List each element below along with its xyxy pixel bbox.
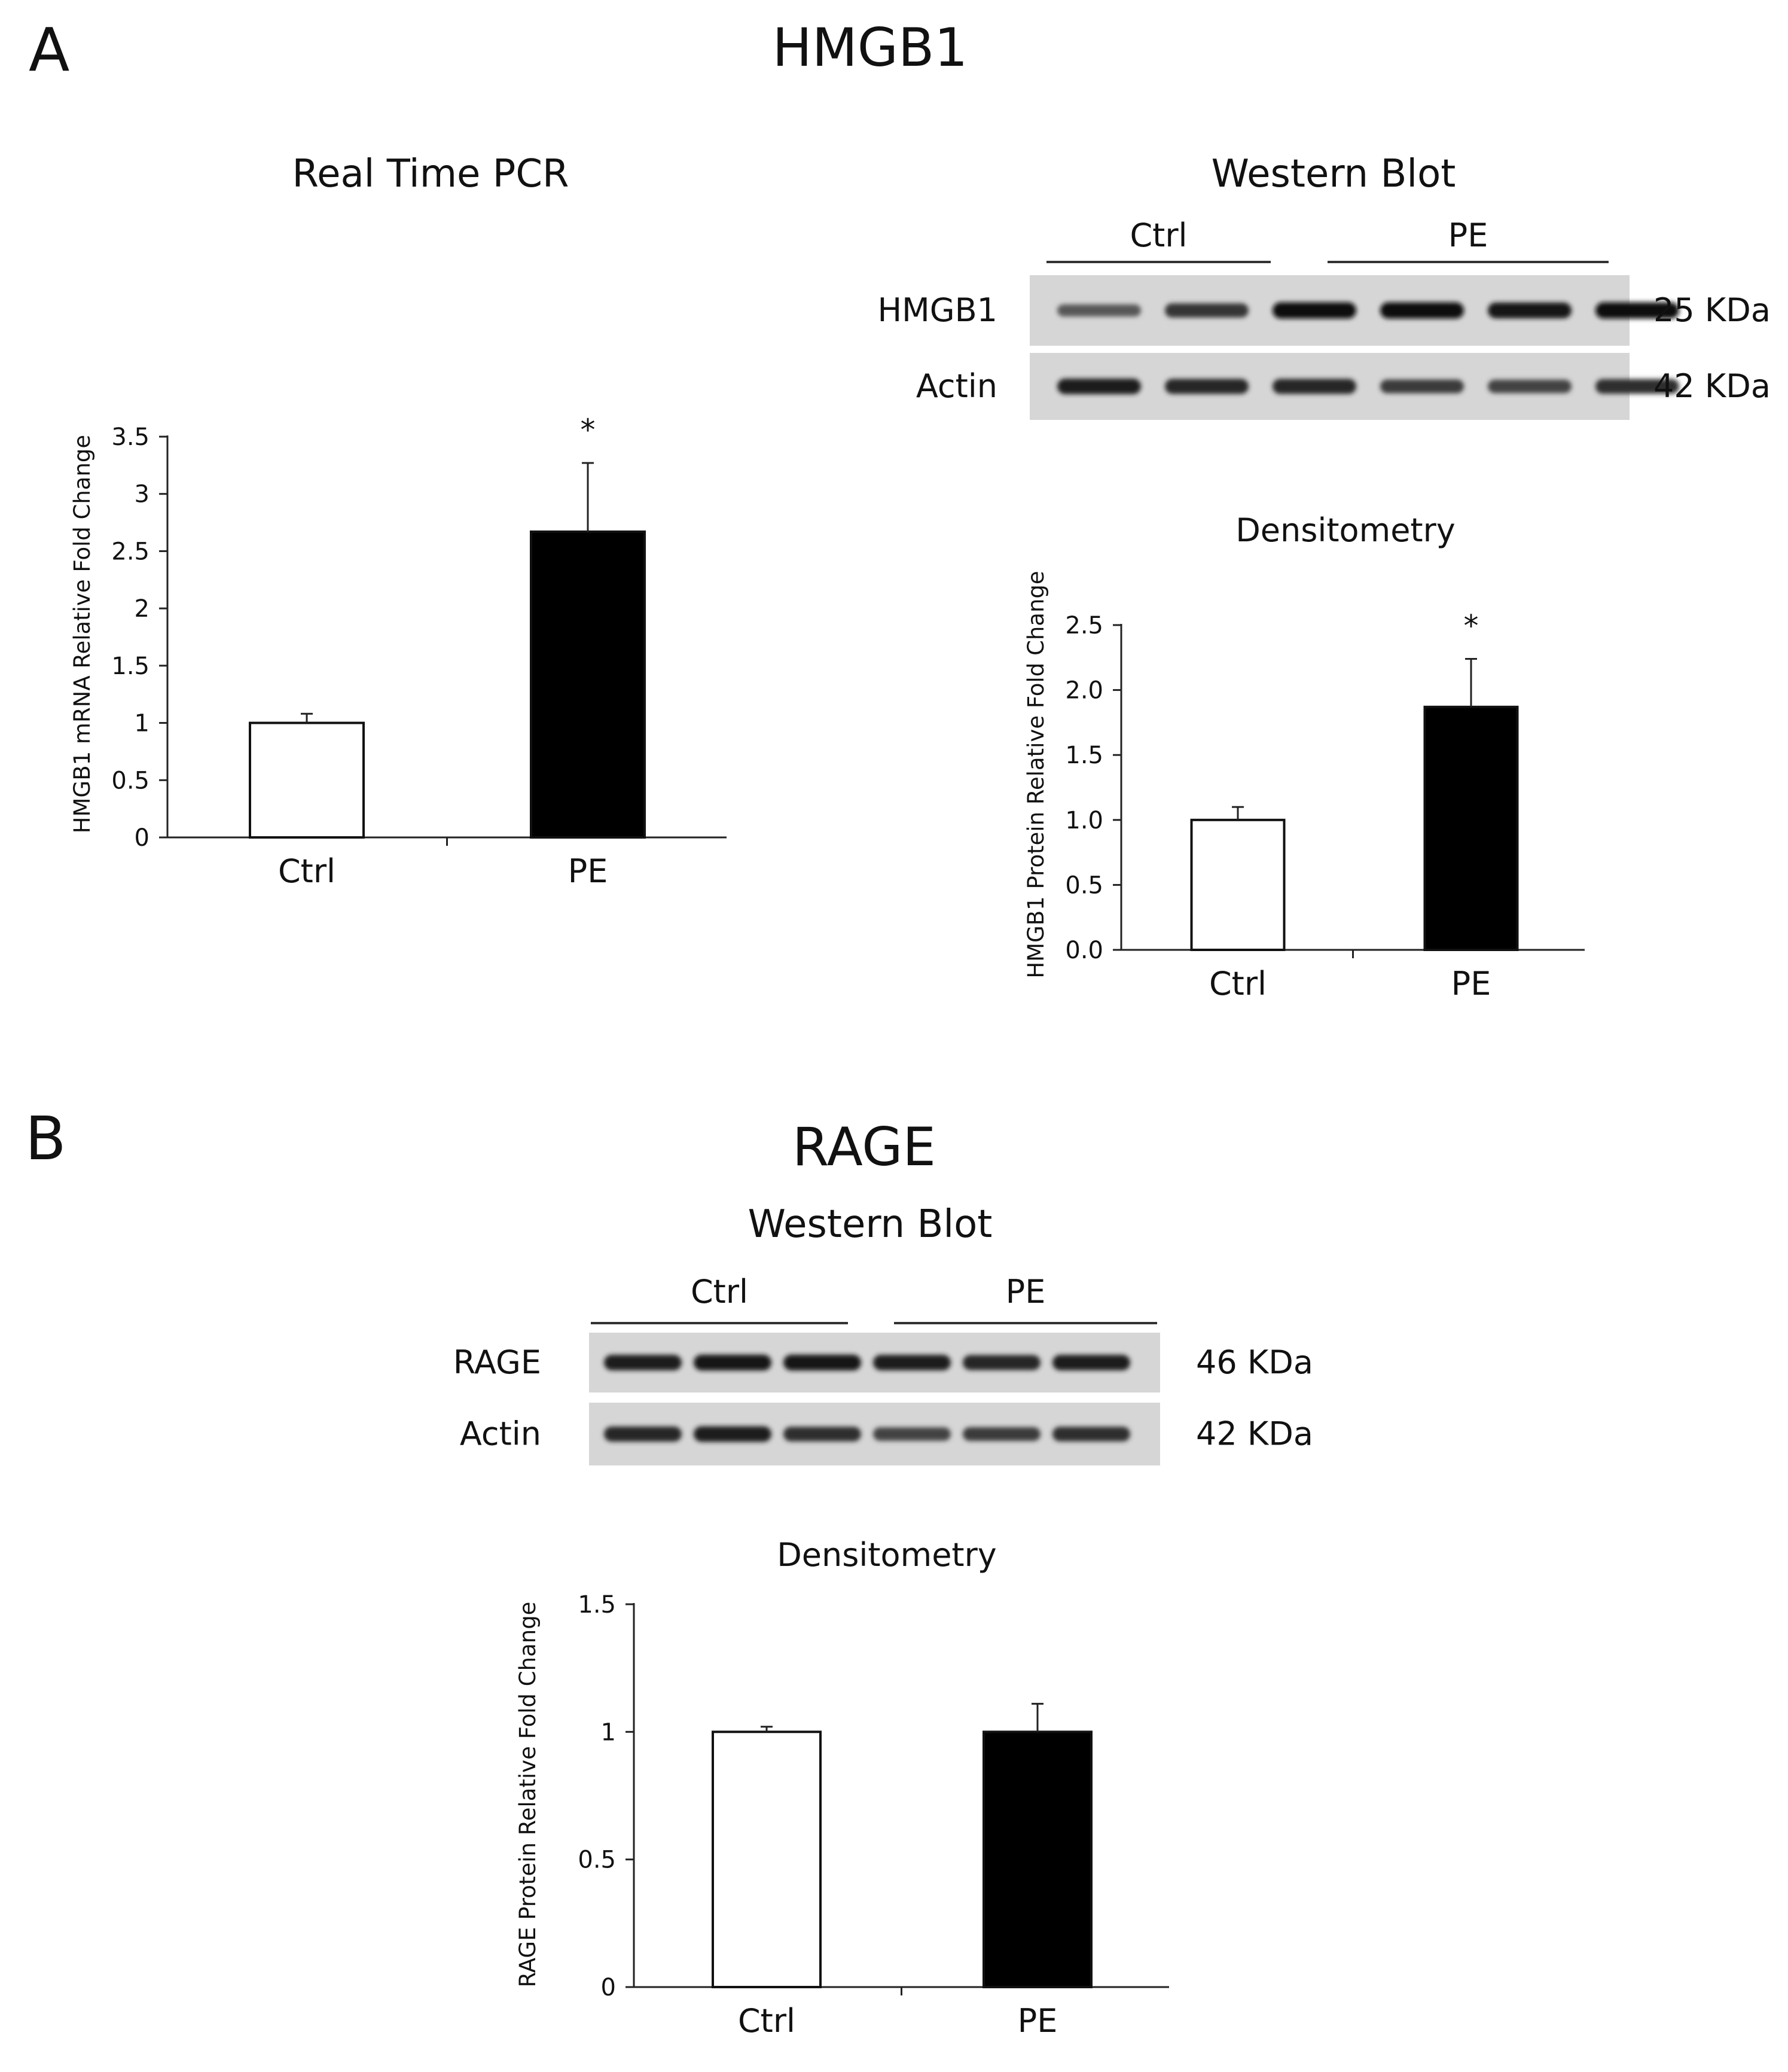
category-label: Ctrl bbox=[278, 852, 335, 890]
bar-ctrl bbox=[249, 721, 365, 839]
blot-band bbox=[1595, 302, 1679, 319]
category-label: PE bbox=[1018, 2002, 1058, 2040]
group-label-pe: PE bbox=[1006, 1273, 1046, 1311]
category-labels: Ctrl PE bbox=[738, 2002, 1057, 2040]
blot-row-size: 42 KDa bbox=[1196, 1415, 1313, 1453]
blot-row-size: 42 KDa bbox=[1653, 367, 1771, 405]
y-tick-label: 1.0 bbox=[1065, 807, 1103, 834]
category-label: Ctrl bbox=[1209, 965, 1267, 1003]
y-ticks: 0 0.5 1 1.5 bbox=[578, 1591, 634, 2001]
blot-row-label: RAGE bbox=[453, 1343, 541, 1381]
chart-real-time-pcr: Real Time PCR HMGB1 mRNA Relative Fold C… bbox=[69, 152, 727, 890]
blot-band bbox=[1273, 302, 1356, 319]
y-tick-label: 1.5 bbox=[578, 1591, 616, 1619]
y-tick-label: 3 bbox=[135, 481, 149, 508]
y-tick-label: 2.0 bbox=[1065, 677, 1103, 705]
panel-letter-a: A bbox=[29, 15, 69, 85]
bar-ctrl bbox=[1190, 818, 1286, 952]
bars: * bbox=[249, 413, 646, 839]
y-tick-label: 1 bbox=[135, 710, 149, 738]
blot-band bbox=[1165, 303, 1249, 318]
chart-title: Densitometry bbox=[777, 1536, 997, 1574]
y-tick-label: 0.5 bbox=[1065, 872, 1103, 899]
chart-title: Densitometry bbox=[1235, 511, 1456, 549]
y-tick-label: 0.0 bbox=[1065, 937, 1103, 964]
blot-title: Western Blot bbox=[1212, 152, 1456, 196]
significance-marker: * bbox=[1464, 608, 1479, 643]
chart-rage-densitometry: Densitometry RAGE Protein Relative Fold … bbox=[515, 1536, 1169, 2040]
y-axis-label: HMGB1 Protein Relative Fold Change bbox=[1023, 571, 1049, 978]
blot-title: Western Blot bbox=[748, 1202, 993, 1247]
y-tick-label: 3.5 bbox=[111, 423, 149, 451]
bar-ctrl bbox=[712, 1730, 822, 1988]
blot-band bbox=[1488, 302, 1572, 319]
bars: * bbox=[1190, 608, 1519, 952]
y-ticks: 0 0.5 1 1.5 2 2.5 3 3.5 bbox=[111, 423, 167, 852]
y-ticks: 0.0 0.5 1.0 1.5 2.0 2.5 bbox=[1065, 612, 1121, 964]
bar-pe bbox=[530, 530, 646, 839]
y-axis-label: HMGB1 mRNA Relative Fold Change bbox=[69, 435, 95, 833]
y-axis-label: RAGE Protein Relative Fold Change bbox=[515, 1602, 541, 1988]
blot-row-label: HMGB1 bbox=[878, 291, 997, 329]
y-tick-label: 1.5 bbox=[1065, 742, 1103, 769]
group-label-ctrl: Ctrl bbox=[1130, 217, 1187, 254]
bar-pe bbox=[1423, 705, 1519, 952]
bars bbox=[712, 1702, 1093, 1988]
blot-band bbox=[1595, 379, 1679, 394]
category-label: Ctrl bbox=[738, 2002, 795, 2040]
blot-band bbox=[1052, 1355, 1130, 1370]
blot-band bbox=[1052, 1427, 1130, 1442]
group-label-pe: PE bbox=[1448, 217, 1488, 254]
blot-band bbox=[1165, 379, 1249, 394]
category-labels: Ctrl PE bbox=[1209, 965, 1491, 1003]
panel-title-hmgb1: HMGB1 bbox=[773, 17, 968, 78]
significance-marker: * bbox=[581, 413, 596, 447]
group-label-ctrl: Ctrl bbox=[691, 1273, 748, 1311]
blot-band bbox=[604, 1355, 682, 1370]
y-tick-label: 0.5 bbox=[578, 1846, 616, 1874]
category-label: PE bbox=[1451, 965, 1491, 1003]
panel-letter-b: B bbox=[25, 1104, 66, 1174]
y-tick-label: 0.5 bbox=[111, 767, 149, 794]
blot-band bbox=[783, 1427, 861, 1442]
blot-band bbox=[1488, 379, 1572, 394]
blot-row-size: 25 KDa bbox=[1653, 291, 1771, 329]
blot-row-label: Actin bbox=[460, 1415, 541, 1453]
blot-band bbox=[694, 1426, 771, 1442]
western-blot-hmgb1: Western Blot Ctrl PE HMGB1 25 KDa Actin 42 KD… bbox=[878, 152, 1771, 420]
blot-band bbox=[963, 1355, 1041, 1370]
blot-body: Ctrl PE HMGB1 25 KDa Actin 42 KDa bbox=[878, 217, 1771, 420]
y-tick-label: 2.5 bbox=[1065, 612, 1103, 639]
y-tick-label: 2 bbox=[135, 595, 149, 623]
blot-body: Ctrl PE RAGE 46 KDa Actin 42 KDa bbox=[453, 1273, 1313, 1465]
western-blot-rage: Western Blot Ctrl PE RAGE 46 KDa Actin 42 KDa bbox=[453, 1202, 1313, 1465]
blot-band bbox=[873, 1427, 951, 1441]
y-tick-label: 2.5 bbox=[111, 538, 149, 565]
blot-row-size: 46 KDa bbox=[1196, 1343, 1313, 1381]
category-label: PE bbox=[568, 852, 608, 890]
blot-band bbox=[783, 1354, 861, 1371]
blot-band bbox=[1057, 379, 1141, 394]
chart-hmgb1-densitometry: Densitometry HMGB1 Protein Relative Fold… bbox=[1023, 511, 1585, 1003]
blot-row-label: Actin bbox=[916, 367, 997, 405]
chart-title: Real Time PCR bbox=[292, 152, 569, 196]
blot-band bbox=[963, 1427, 1041, 1442]
blot-band bbox=[1380, 379, 1464, 394]
y-tick-label: 1 bbox=[601, 1718, 616, 1746]
bar-pe bbox=[983, 1730, 1093, 1988]
blot-band bbox=[873, 1355, 951, 1370]
blot-band bbox=[604, 1426, 682, 1442]
category-labels: Ctrl PE bbox=[278, 852, 608, 890]
blot-band bbox=[1273, 379, 1356, 394]
blot-band bbox=[694, 1354, 771, 1371]
y-tick-label: 0 bbox=[135, 824, 149, 852]
y-tick-label: 0 bbox=[601, 1974, 616, 2001]
panel-title-rage: RAGE bbox=[792, 1116, 936, 1178]
blot-band bbox=[1380, 302, 1464, 319]
y-tick-label: 1.5 bbox=[111, 653, 149, 680]
blot-band bbox=[1057, 304, 1141, 317]
